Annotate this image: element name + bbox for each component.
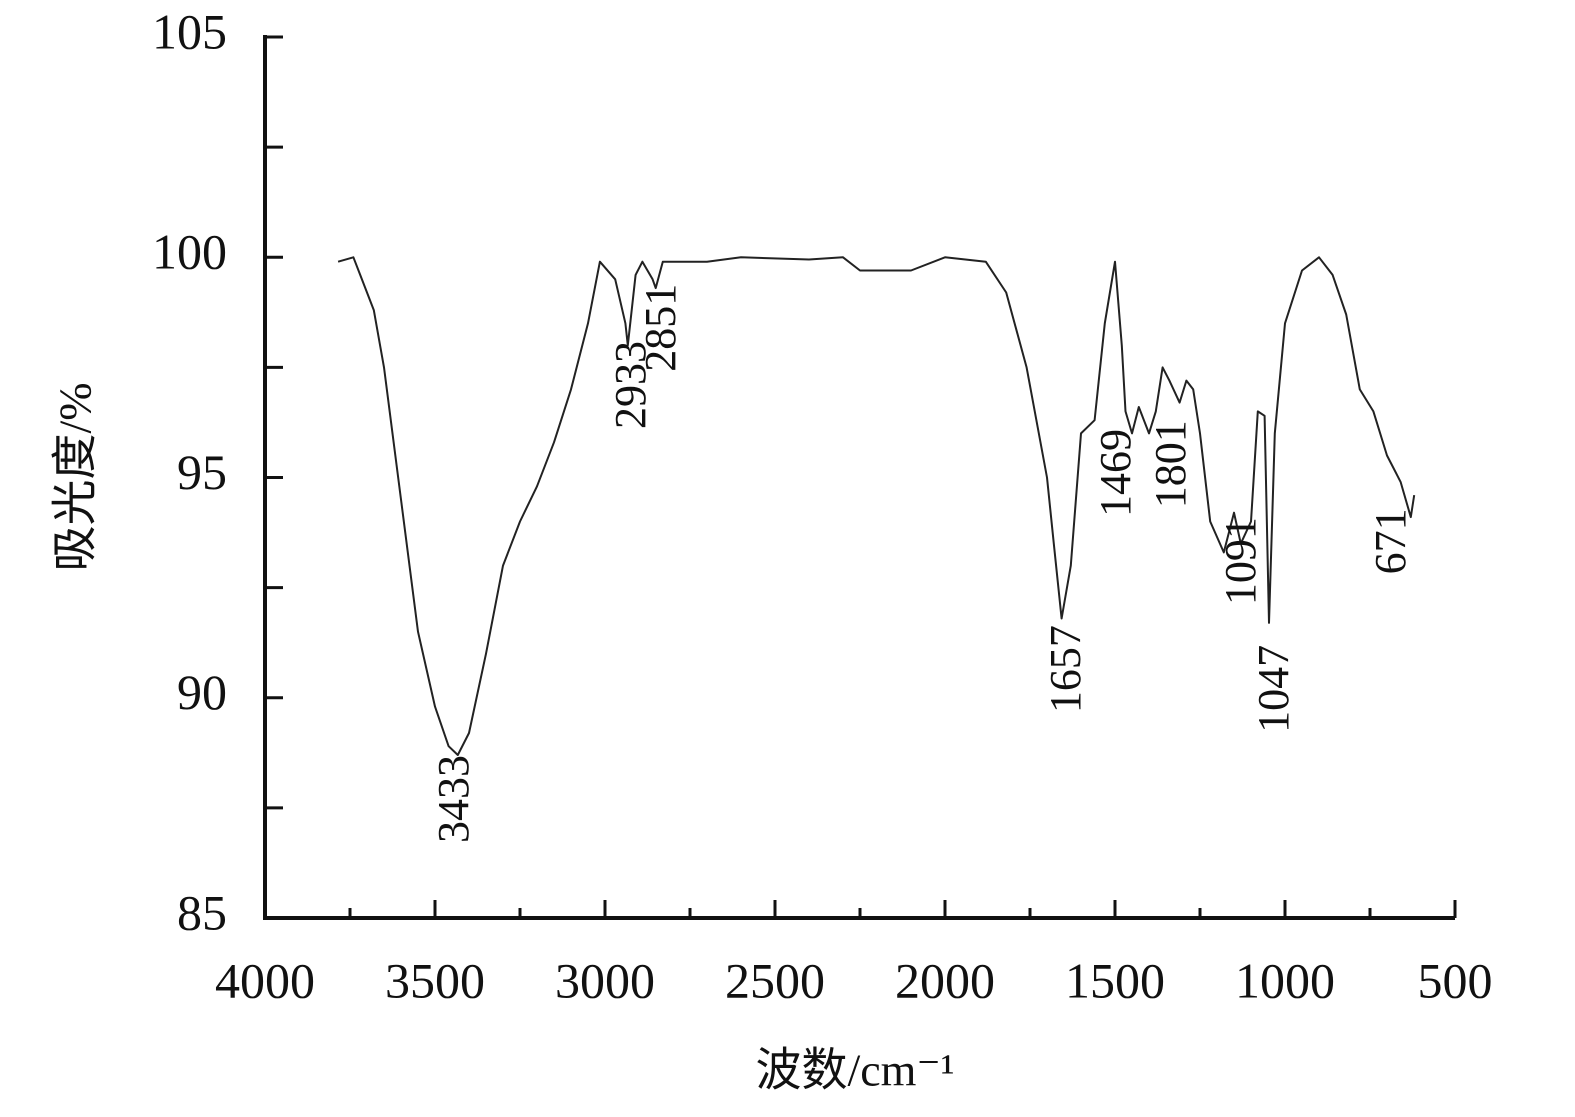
peak-label: 1047 (1249, 645, 1298, 733)
y-tick-label: 95 (177, 444, 227, 500)
x-tick-label: 3000 (555, 952, 655, 1008)
x-tick-label: 2000 (895, 952, 995, 1008)
peak-label: 1091 (1216, 517, 1265, 605)
peak-label: 671 (1366, 508, 1415, 574)
x-tick-label: 2500 (725, 952, 825, 1008)
peak-label: 1469 (1091, 429, 1140, 517)
peak-label: 3433 (429, 755, 478, 843)
y-tick-label: 85 (177, 884, 227, 940)
x-tick-label: 4000 (215, 952, 315, 1008)
peak-label: 1801 (1146, 420, 1195, 508)
peak-label: 1657 (1041, 625, 1090, 713)
peak-label: 2851 (636, 284, 685, 372)
y-axis-title: 吸光度/% (50, 382, 101, 571)
x-axis-title: 波数/cm⁻¹ (755, 1045, 954, 1096)
y-tick-label: 105 (152, 3, 227, 59)
x-tick-label: 500 (1418, 952, 1493, 1008)
x-tick-label: 1000 (1235, 952, 1335, 1008)
y-tick-label: 90 (177, 664, 227, 720)
y-tick-label: 100 (152, 224, 227, 280)
x-tick-label: 3500 (385, 952, 485, 1008)
peak-label: 2933 (606, 341, 655, 429)
x-tick-label: 1500 (1065, 952, 1165, 1008)
spectrum-line (337, 256, 1416, 756)
